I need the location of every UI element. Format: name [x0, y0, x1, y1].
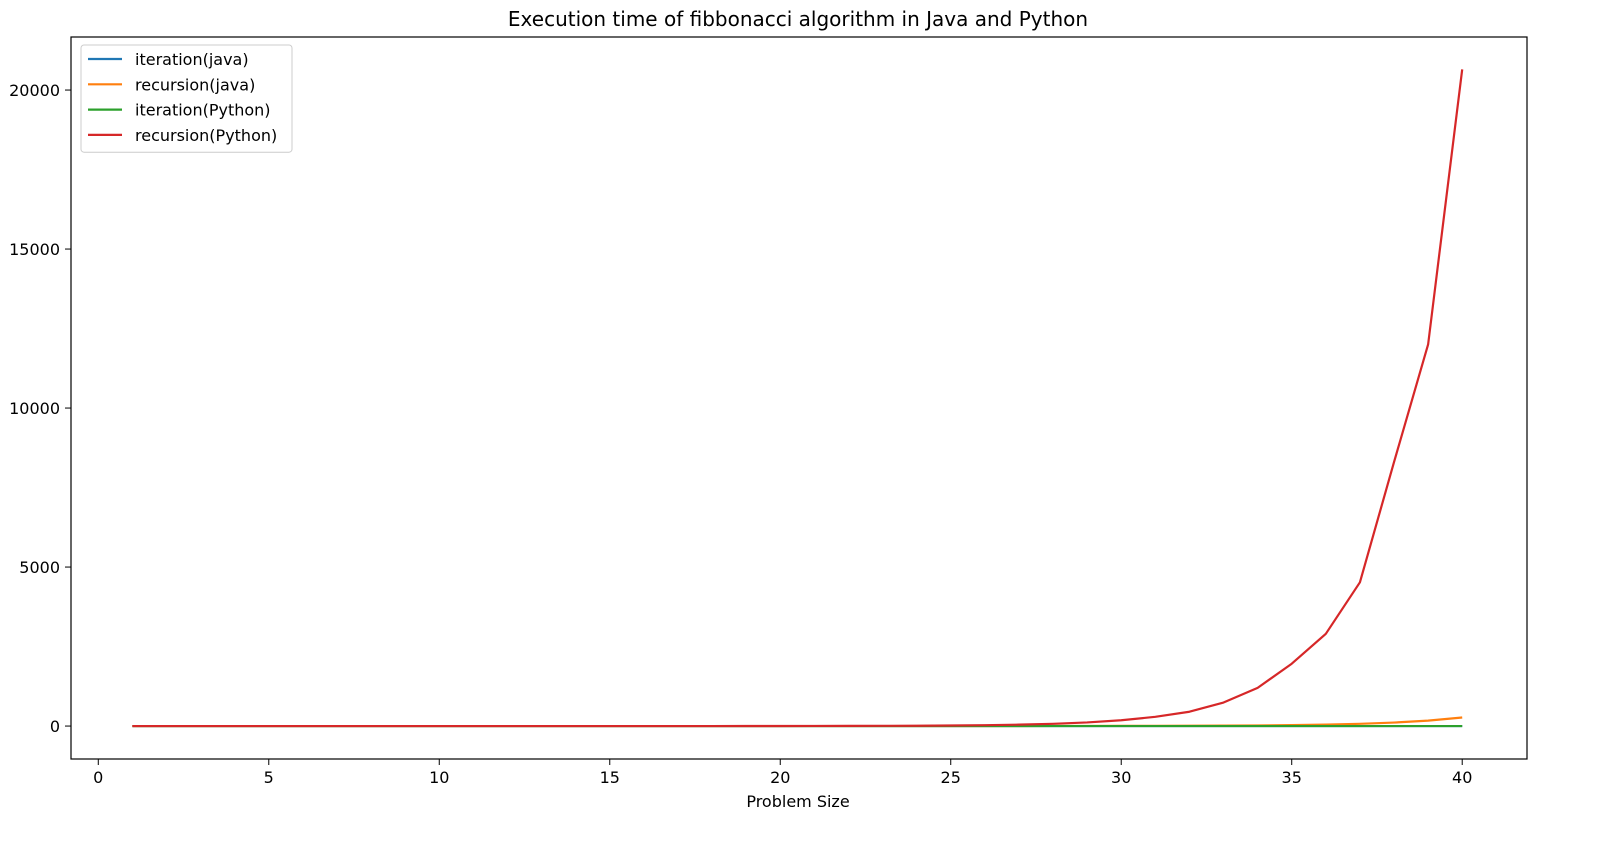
x-tick-label: 15: [600, 768, 620, 787]
y-axis: 0 5000 10000 15000 20000: [9, 81, 71, 736]
x-axis: 0 5 10 15 20 25 30 35 40: [93, 759, 1472, 787]
x-tick-label: 25: [941, 768, 961, 787]
legend-label: recursion(java): [135, 75, 255, 94]
x-tick-label: 20: [770, 768, 790, 787]
x-tick-label: 30: [1111, 768, 1131, 787]
x-axis-label: Problem Size: [746, 792, 849, 811]
plot-area: [70, 36, 1528, 760]
y-tick-label: 10000: [9, 399, 60, 418]
x-tick-label: 35: [1282, 768, 1302, 787]
chart-title: Execution time of fibbonacci algorithm i…: [508, 7, 1088, 31]
y-tick-label: 0: [50, 717, 60, 736]
x-tick-label: 0: [93, 768, 103, 787]
y-tick-label: 15000: [9, 240, 60, 259]
legend-label: iteration(java): [135, 50, 249, 69]
legend-box: [80, 44, 293, 153]
plot-frame: [70, 36, 1528, 760]
y-tick-label: 5000: [19, 558, 60, 577]
series-line-3: [132, 69, 1464, 728]
x-tick-label: 40: [1452, 768, 1472, 787]
x-tick-label: 10: [429, 768, 449, 787]
legend-label: iteration(Python): [135, 101, 271, 120]
x-tick-label: 5: [264, 768, 274, 787]
legend-label: recursion(Python): [135, 126, 277, 145]
series-line-1: [132, 716, 1463, 728]
legend: iteration(java) recursion(java) iteration(…: [80, 44, 293, 153]
y-tick-label: 20000: [9, 81, 60, 100]
